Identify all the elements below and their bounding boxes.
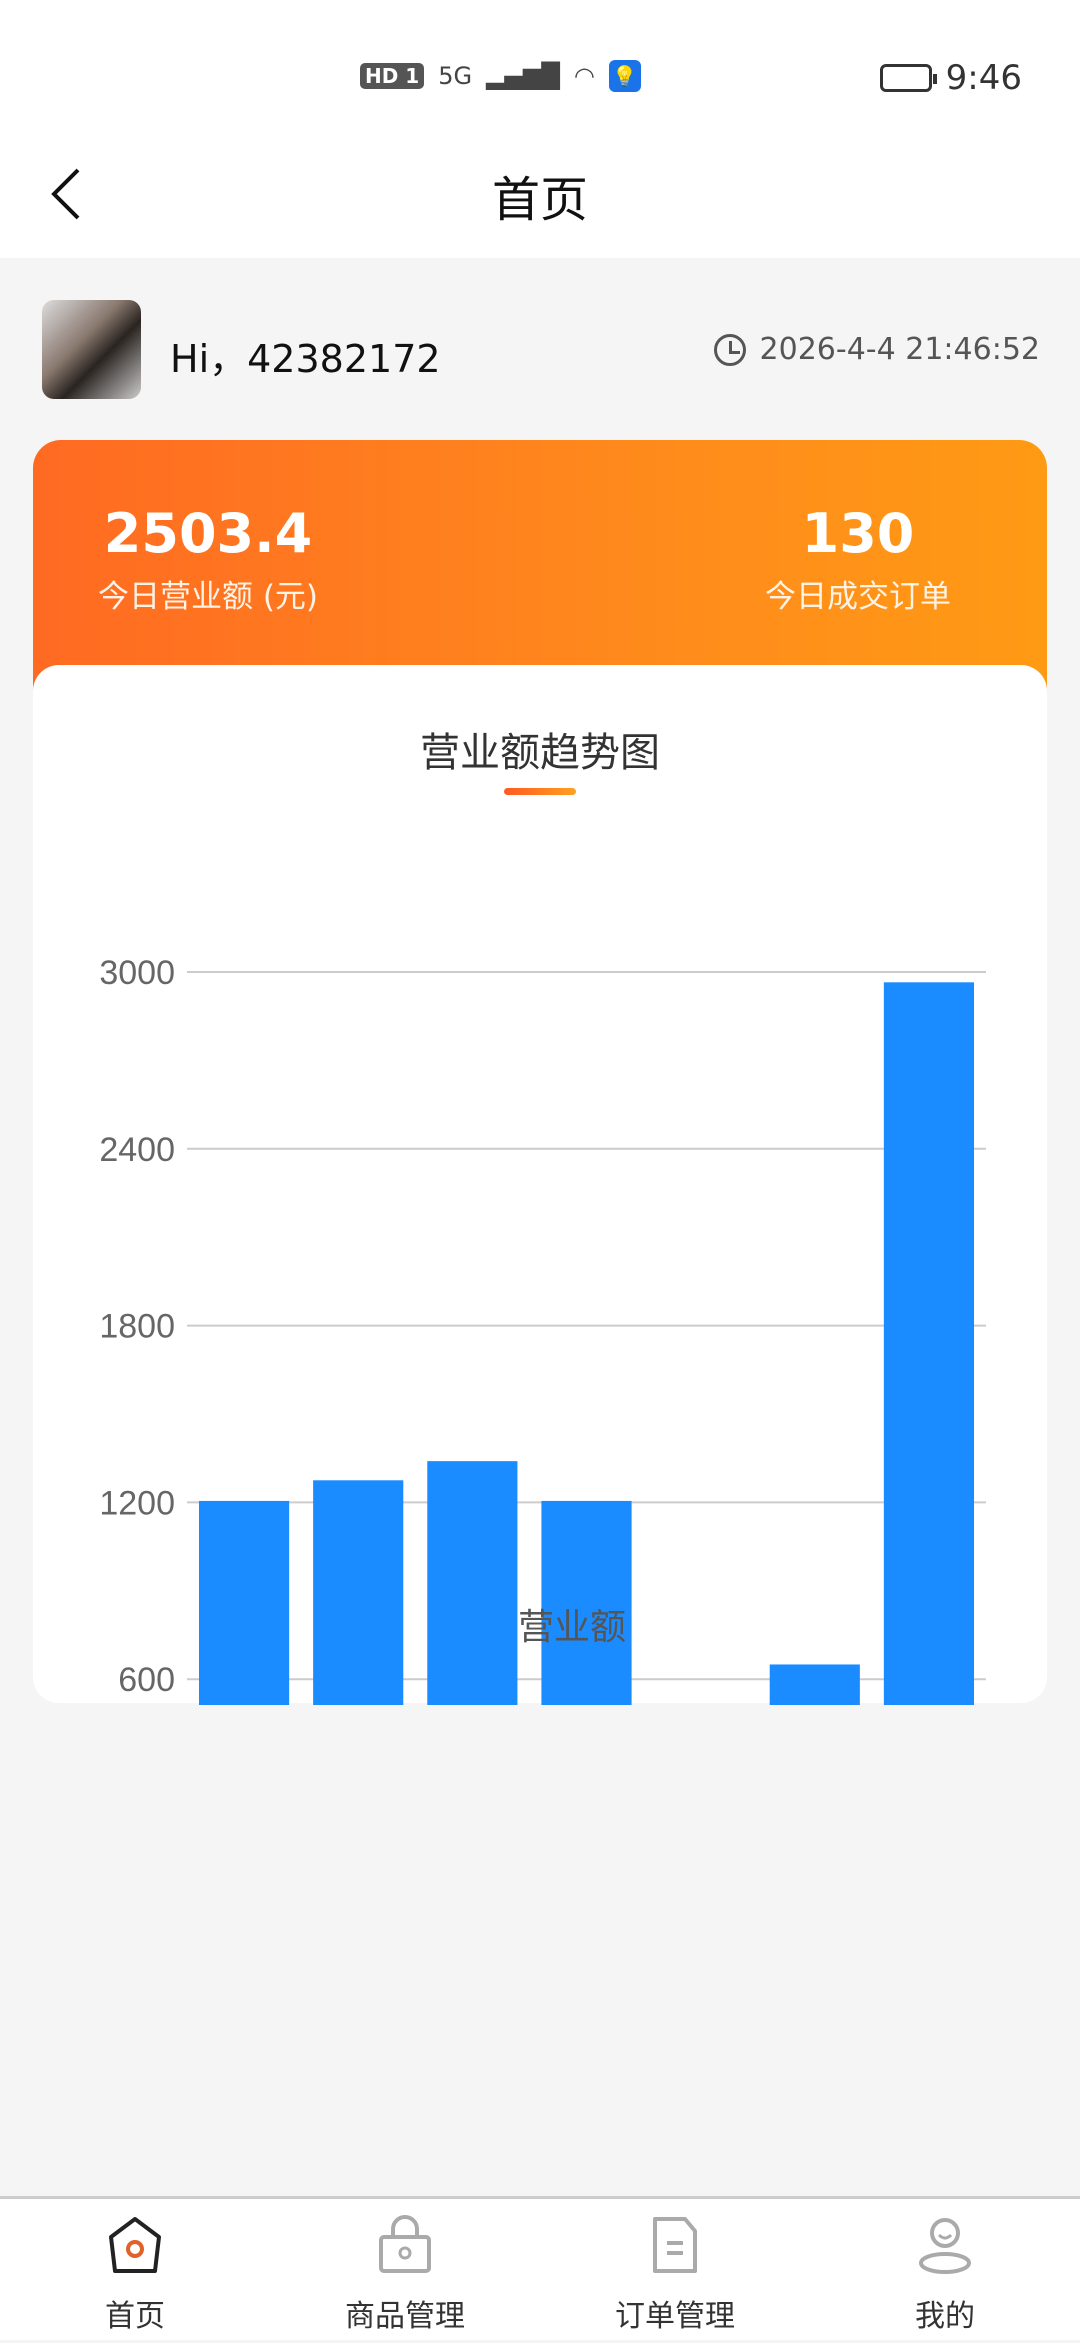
title-underline	[504, 788, 576, 795]
nav-label: 订单管理	[615, 2299, 735, 2334]
y-tick-label: 2400	[99, 1131, 175, 1169]
datetime-text: 2026-4-4 21:46:52	[759, 332, 1040, 367]
page-title: 首页	[491, 172, 588, 228]
orders-value: 130	[801, 502, 915, 565]
bar-03-30	[427, 1461, 518, 1705]
bar-04-02	[769, 1664, 860, 1705]
bar-03-31	[541, 1500, 632, 1705]
stats-banner: 2503.4 今日营业额 (元) 130 今日成交订单	[33, 440, 1047, 700]
stat-orders: 130 今日成交订单	[723, 502, 993, 616]
bar-04-03	[883, 982, 975, 1705]
nav-home[interactable]: 首页	[35, 2199, 235, 2343]
document-icon	[653, 2217, 697, 2273]
status-icons: HD 1 5G ▂▄▆█ ◠ 💡	[360, 60, 641, 92]
y-tick-label: 600	[118, 1661, 175, 1699]
y-tick-label: 1200	[99, 1484, 175, 1522]
shopping-bag-icon	[379, 2215, 431, 2273]
nav-orders[interactable]: 订单管理	[575, 2199, 775, 2343]
revenue-value: 2503.4	[103, 502, 313, 565]
datetime: 2026-4-4 21:46:52	[713, 332, 1040, 367]
nav-products[interactable]: 商品管理	[305, 2199, 505, 2343]
user-row: Hi，42382172 2026-4-4 21:46:52	[42, 300, 1040, 400]
user-icon	[919, 2218, 971, 2274]
clock-icon	[713, 333, 746, 366]
stat-revenue: 2503.4 今日营业额 (元)	[73, 502, 343, 616]
back-button[interactable]	[46, 166, 86, 222]
chart-title: 营业额趋势图	[420, 730, 660, 776]
bottom-nav: 首页 商品管理 订单管理 我的	[0, 2196, 1080, 2340]
signal-icon: 5G	[438, 62, 473, 90]
revenue-bar-chart: 0600120018002400300003-2803-2903-3003-31…	[99, 954, 986, 1705]
revenue-label: 今日营业额 (元)	[97, 579, 319, 615]
wifi-icon: ◠	[573, 62, 595, 90]
legend-swatch	[457, 1614, 502, 1644]
battery-icon	[879, 64, 937, 92]
signal-bars-icon: ▂▄▆█	[486, 62, 560, 90]
bar-03-29	[313, 1480, 404, 1705]
app-notification-icon: 💡	[608, 60, 641, 92]
y-tick-label: 1800	[99, 1308, 175, 1346]
y-tick-label: 3000	[99, 954, 175, 992]
status-bar: HD 1 5G ▂▄▆█ ◠ 💡 9:46	[0, 0, 1080, 130]
legend-label: 营业额	[518, 1607, 626, 1648]
avatar[interactable]	[42, 300, 141, 399]
hd-badge: HD 1	[360, 63, 425, 89]
nav-label: 首页	[105, 2299, 165, 2334]
bar-03-28	[198, 1500, 290, 1705]
clock-time: 9:46	[945, 58, 1022, 98]
nav-label: 我的	[915, 2299, 975, 2334]
nav-label: 商品管理	[345, 2299, 465, 2334]
app-header: 首页	[0, 130, 1080, 258]
nav-mine[interactable]: 我的	[845, 2199, 1045, 2343]
greeting: Hi，42382172	[170, 337, 441, 381]
home-icon	[109, 2217, 161, 2273]
orders-label: 今日成交订单	[765, 579, 951, 615]
